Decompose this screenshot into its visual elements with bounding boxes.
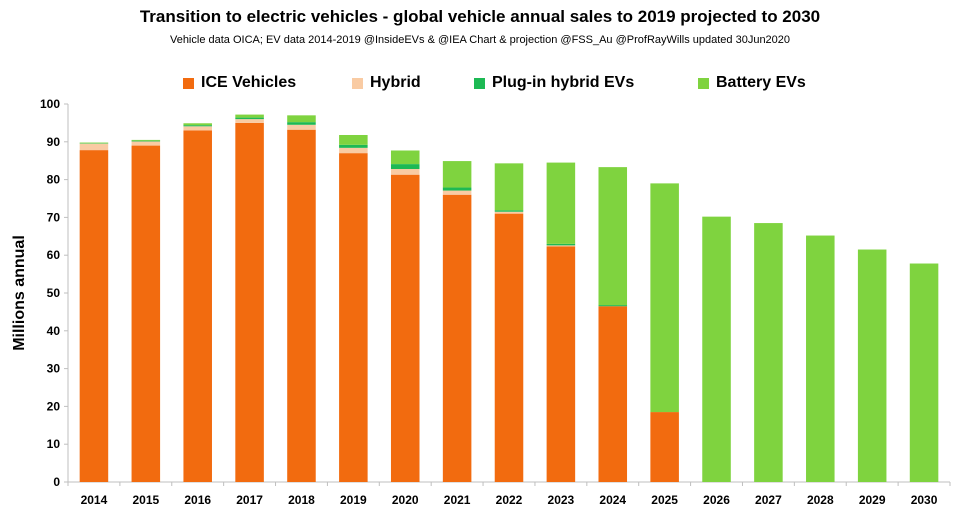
bar-2022-series-1: [494, 211, 524, 214]
x-tick-label: 2014: [81, 493, 108, 507]
legend-item-ice: ICE Vehicles: [183, 74, 296, 92]
bar-2023-series-2: [546, 243, 576, 246]
y-axis-title: Millions annual: [11, 235, 28, 351]
y-tick-label: 0: [53, 475, 60, 489]
bar-2029-series-3: [857, 249, 887, 482]
chart-title: Transition to electric vehicles - global…: [139, 7, 821, 26]
bar-2016-series-2: [183, 125, 212, 127]
bar-2021-series-2: [442, 187, 472, 191]
bar-2019-series-1: [339, 147, 368, 154]
chart-legend: ICE Vehicles Hybrid Plug-in hybrid EVs B…: [0, 74, 960, 98]
y-tick-label: 100: [40, 97, 60, 111]
x-tick-label: 2027: [755, 493, 782, 507]
bar-2015-series-1: [131, 141, 161, 146]
legend-swatch-bev: [698, 77, 709, 89]
bar-2023-series-1: [546, 245, 576, 247]
bar-2023-series-0: [546, 246, 576, 482]
y-tick-label: 10: [47, 437, 61, 451]
bar-2024-series-3: [598, 167, 628, 306]
bar-2017-series-3: [235, 114, 264, 118]
bar-2018-series-0: [287, 129, 316, 483]
bar-2015-series-3: [131, 139, 161, 141]
x-tick-label: 2024: [599, 493, 626, 507]
legend-item-phev: Plug-in hybrid EVs: [474, 74, 634, 92]
bar-2015-series-2: [131, 140, 161, 142]
x-tick-label: 2023: [548, 493, 575, 507]
bar-2020-series-1: [390, 169, 420, 175]
bar-2018-series-2: [287, 122, 316, 125]
x-tick-label: 2015: [132, 493, 159, 507]
x-tick-label: 2019: [340, 493, 367, 507]
bar-2016-series-1: [183, 126, 212, 131]
bar-2019-series-0: [339, 153, 368, 482]
x-tick-label: 2020: [392, 493, 419, 507]
bar-2025-series-0: [650, 412, 679, 482]
bar-2014-series-1: [79, 143, 109, 151]
bar-2017-series-2: [235, 117, 264, 120]
chart-subtitle: Vehicle data OICA; EV data 2014-2019 @In…: [169, 34, 791, 46]
bar-2018-series-1: [287, 124, 316, 130]
bar-2017-series-0: [235, 122, 264, 483]
x-tick-label: 2016: [184, 493, 211, 507]
bar-2014-series-3: [79, 142, 109, 144]
bar-2015-series-0: [131, 145, 161, 482]
legend-item-hybrid: Hybrid: [352, 74, 421, 92]
legend-label-phev: Plug-in hybrid EVs: [492, 74, 635, 91]
y-tick-label: 30: [47, 362, 61, 376]
bar-2021-series-0: [442, 194, 472, 482]
bar-2014-series-0: [79, 150, 109, 482]
bar-2019-series-2: [339, 144, 368, 148]
legend-item-bev: Battery EVs: [698, 74, 806, 92]
bar-2016-series-0: [183, 130, 212, 482]
x-tick-label: 2017: [236, 493, 263, 507]
bar-2025-series-3: [650, 183, 679, 413]
bar-2018-series-3: [287, 115, 316, 123]
bar-2017-series-1: [235, 119, 264, 123]
legend-label-hybrid: Hybrid: [370, 74, 421, 91]
bar-2016-series-3: [183, 123, 212, 126]
bar-2021-series-1: [442, 190, 472, 195]
legend-swatch-phev: [474, 77, 485, 89]
legend-label-ice: ICE Vehicles: [201, 74, 297, 91]
x-tick-label: 2022: [496, 493, 523, 507]
legend-swatch-hybrid: [352, 77, 363, 89]
y-tick-label: 70: [47, 210, 61, 224]
x-tick-label: 2021: [444, 493, 471, 507]
y-tick-label: 20: [47, 399, 61, 413]
bar-2027-series-3: [754, 223, 783, 482]
bar-2024-series-2: [598, 305, 628, 307]
bar-2020-series-0: [390, 174, 420, 482]
x-tick-label: 2029: [859, 493, 886, 507]
bar-2020-series-2: [390, 164, 420, 170]
legend-swatch-ice: [183, 77, 194, 89]
bar-2022-series-2: [494, 210, 524, 212]
y-tick-label: 80: [47, 173, 61, 187]
bar-2026-series-3: [702, 216, 731, 483]
x-tick-label: 2030: [911, 493, 938, 507]
bar-2030-series-3: [909, 263, 939, 482]
y-tick-label: 90: [47, 135, 61, 149]
legend-label-bev: Battery EVs: [716, 74, 806, 91]
bar-2022-series-3: [494, 163, 524, 211]
bar-2023-series-3: [546, 162, 576, 244]
y-tick-label: 40: [47, 324, 61, 338]
bar-2022-series-0: [494, 213, 524, 482]
y-tick-label: 60: [47, 248, 61, 262]
bar-2019-series-3: [339, 134, 368, 145]
x-tick-label: 2028: [807, 493, 834, 507]
bar-2021-series-3: [442, 161, 472, 188]
bar-2020-series-3: [390, 150, 420, 165]
x-tick-label: 2018: [288, 493, 315, 507]
y-tick-label: 50: [47, 286, 61, 300]
bar-2024-series-0: [598, 306, 628, 482]
bar-2028-series-3: [806, 235, 835, 482]
x-tick-label: 2025: [651, 493, 678, 507]
x-tick-label: 2026: [703, 493, 730, 507]
